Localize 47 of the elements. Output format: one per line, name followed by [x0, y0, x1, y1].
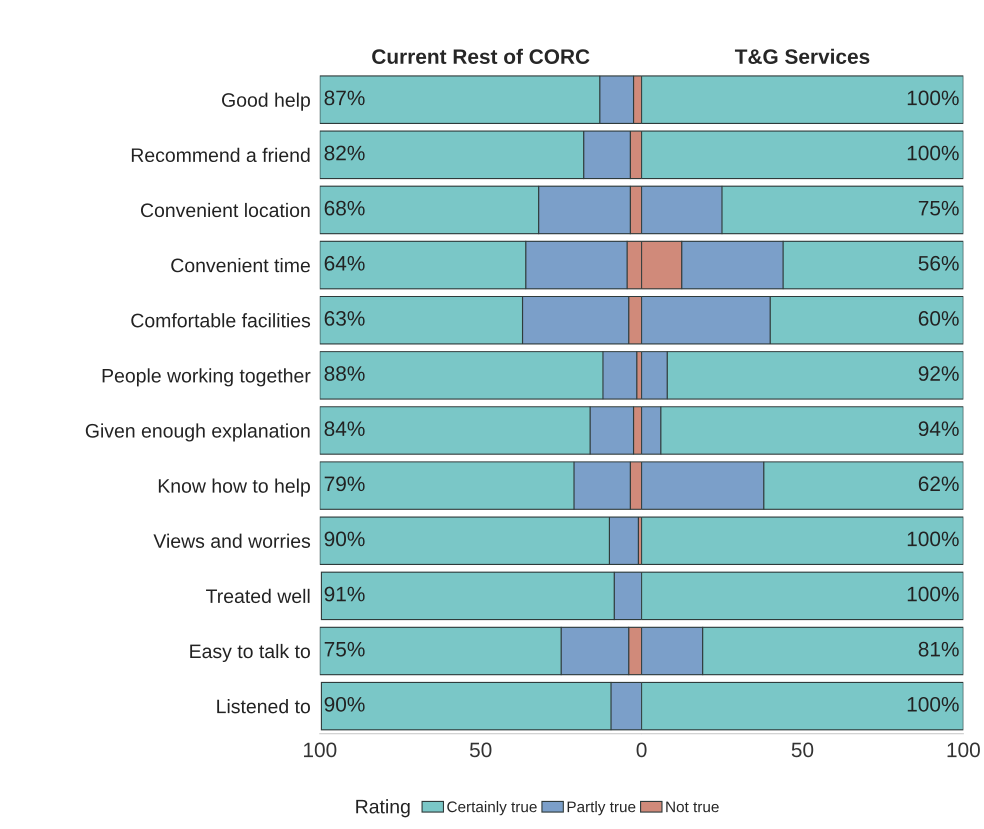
legend-title: Rating: [356, 799, 410, 818]
y-tick-label: People working together: [102, 368, 310, 386]
data-label: 60%: [918, 311, 959, 326]
x-tick-label: 50: [470, 742, 492, 758]
x-tick-label: 0: [636, 742, 647, 758]
data-label: 79%: [324, 476, 365, 492]
legend-label: Not true: [666, 802, 719, 812]
data-label: 100%: [908, 586, 959, 602]
y-tick-label: Views and worries: [153, 534, 310, 548]
y-tick-label: Comfortable facilities: [131, 313, 310, 328]
x-tick-label: 50: [792, 742, 814, 758]
data-label: 81%: [918, 642, 959, 657]
chart-title: T&G Services: [734, 48, 870, 64]
data-label: 68%: [324, 200, 365, 216]
data-label: 100%: [908, 532, 959, 546]
data-label: 90%: [324, 696, 365, 712]
data-label: 90%: [324, 532, 365, 546]
x-tick-label: 100: [948, 742, 980, 758]
data-label: 92%: [918, 366, 959, 381]
chart-title: Current Rest of CORC: [372, 48, 590, 64]
y-tick-label: Convenient time: [171, 258, 310, 272]
y-tick-label: Listened to: [217, 699, 310, 714]
y-tick-label: Good help: [222, 92, 310, 111]
data-label: 56%: [918, 256, 959, 271]
data-label: 87%: [324, 90, 365, 106]
y-tick-label: Given enough explanation: [86, 423, 310, 442]
data-label: 100%: [908, 146, 959, 160]
data-label: 75%: [918, 200, 959, 216]
data-label: 64%: [324, 256, 365, 271]
data-label: 82%: [324, 146, 365, 160]
y-tick-label: Easy to talk to: [190, 644, 310, 662]
data-label: 75%: [324, 642, 365, 657]
data-label: 100%: [908, 90, 959, 106]
y-tick-label: Treated well: [206, 588, 310, 604]
data-label: 94%: [918, 421, 959, 436]
data-label: 84%: [324, 421, 365, 436]
x-tick-label: 100: [304, 742, 336, 758]
data-label: 88%: [324, 366, 365, 381]
legend-label: Certainly true: [447, 801, 537, 816]
data-label: 91%: [324, 586, 365, 602]
data-label: 62%: [918, 476, 959, 492]
data-label: 100%: [908, 696, 959, 712]
y-tick-label: Recommend a friend: [132, 148, 310, 162]
y-tick-label: Convenient location: [140, 202, 310, 218]
legend-label: Partly true: [568, 801, 636, 816]
y-tick-label: Know how to help: [158, 478, 310, 497]
data-label: 63%: [324, 311, 365, 326]
